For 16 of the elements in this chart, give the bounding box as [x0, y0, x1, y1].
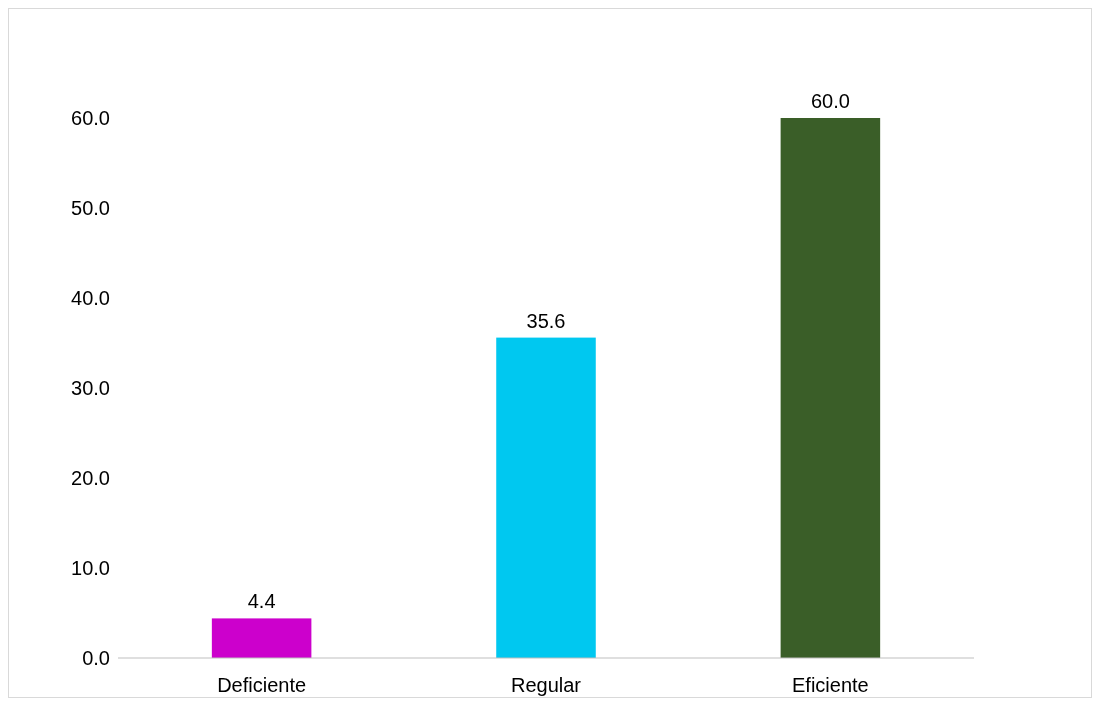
data-label: 4.4 [247, 590, 276, 613]
data-label: 60.0 [810, 90, 850, 112]
x-tick-label: Regular [510, 674, 582, 696]
x-tick-label: Eficiente [792, 674, 869, 696]
data-label: 35.6 [526, 309, 566, 332]
bar [496, 337, 596, 658]
bar [211, 618, 312, 658]
y-tick-label: 20.0 [71, 467, 110, 489]
y-tick-label: 40.0 [71, 287, 110, 309]
x-tick-label: Deficiente [217, 674, 307, 696]
y-tick-label: 60.0 [71, 107, 110, 129]
y-tick-label: 10.0 [71, 557, 110, 579]
y-tick-label: 30.0 [71, 377, 110, 399]
bar [780, 118, 881, 658]
y-tick-label: 50.0 [71, 197, 110, 219]
y-tick-label: 0.0 [82, 647, 110, 669]
